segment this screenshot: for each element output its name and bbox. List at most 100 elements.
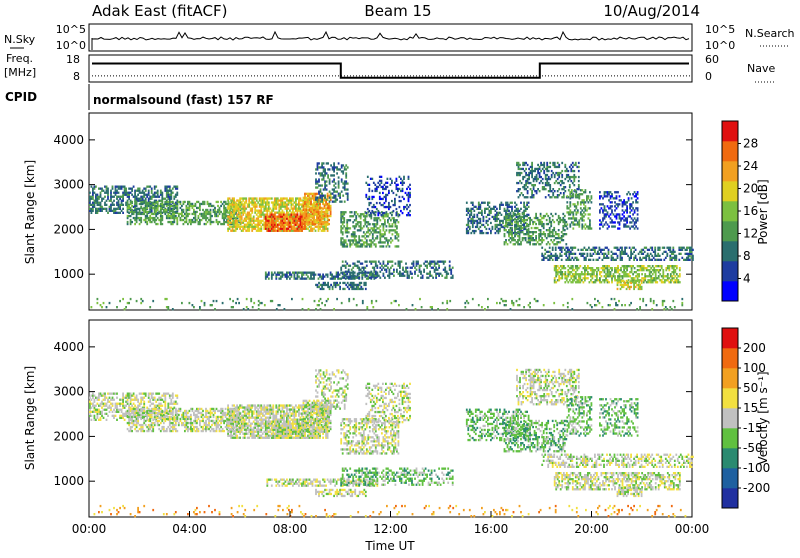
power-cell [379,231,381,233]
power-cell [481,230,483,232]
power-cell [370,239,372,241]
power-cell [576,257,578,259]
power-cell [473,232,475,234]
power-cell [376,202,378,204]
power-cell [675,255,677,257]
power-cell [387,241,389,243]
power-cell [383,245,385,247]
power-cell [414,267,416,269]
power-cell [648,257,650,259]
power-cell [297,274,299,276]
power-cell [256,214,258,216]
power-cell [632,219,634,221]
power-cell [353,286,355,288]
power-cell [278,230,280,232]
power-cell [242,230,244,232]
power-cell [570,164,572,166]
power-cell [140,207,142,209]
power-cell [331,274,333,276]
power-cell [487,204,489,206]
power-cell [542,178,544,180]
power-cell [239,203,241,205]
power-cell [531,192,533,194]
power-cell [608,251,610,253]
power-cell [280,216,282,218]
power-cell [481,210,483,212]
power-cell [376,219,378,221]
power-cell [292,197,294,199]
power-cell [567,180,569,182]
power-cell [501,220,503,222]
power-cell [581,225,583,227]
power-cell [536,176,538,178]
power-cell [583,203,585,205]
power-cell [340,269,342,271]
power-cell [104,202,106,204]
power-cell [291,201,293,203]
power-cell [519,210,521,212]
power-cell [176,194,178,196]
power-cell [402,180,404,182]
power-cell [327,176,329,178]
power-cell [561,255,563,257]
power-cell [422,275,424,277]
power-cell [391,200,393,202]
power-cell [622,217,624,219]
power-cell [349,219,351,221]
power-cell [674,251,676,253]
power-cell [323,178,325,180]
power-cell [554,182,556,184]
power-cell [513,215,515,217]
power-cell [585,201,587,203]
power-cell [167,192,169,194]
power-cell [294,220,296,222]
power-cell [379,229,381,231]
power-cell [402,188,404,190]
power-cell [239,220,241,222]
power-cell [225,217,227,219]
power-cell [300,212,302,214]
power-cell [118,212,120,214]
power-cell [635,249,637,251]
power-cell [683,247,685,249]
power-cell [262,220,264,222]
power-cell [256,197,258,199]
power-cell [604,223,606,225]
power-cell [116,190,118,192]
power-cell [524,176,526,178]
power-cell [335,197,337,199]
power-cell [245,199,247,201]
power-cell [383,217,385,219]
freq-tick-top: 18 [66,53,80,66]
power-cell [316,203,318,205]
power-cell [545,176,547,178]
power-cell [361,263,363,265]
power-cell [151,205,153,207]
power-cell [578,166,580,168]
power-cell [558,174,560,176]
power-cell [300,272,302,274]
power-cell [275,208,277,210]
power-cell [118,192,120,194]
power-cell [250,222,252,224]
power-cell [392,261,394,263]
power-cell [365,194,367,196]
power-cell [541,223,543,225]
power-cell [225,213,227,215]
power-cell [289,272,291,274]
power-cell [637,197,639,199]
power-cell [360,225,362,227]
power-cell [564,223,566,225]
power-cell [444,269,446,271]
power-cell [341,191,343,193]
power-cell [611,255,613,257]
power-cell [145,190,147,192]
power-cell [139,198,141,200]
power-cell [417,261,419,263]
power-cell [355,217,357,219]
power-cell [326,184,328,186]
power-cell [511,223,513,225]
power-cell [205,223,207,225]
power-cell [401,261,403,263]
power-cell [341,201,343,203]
